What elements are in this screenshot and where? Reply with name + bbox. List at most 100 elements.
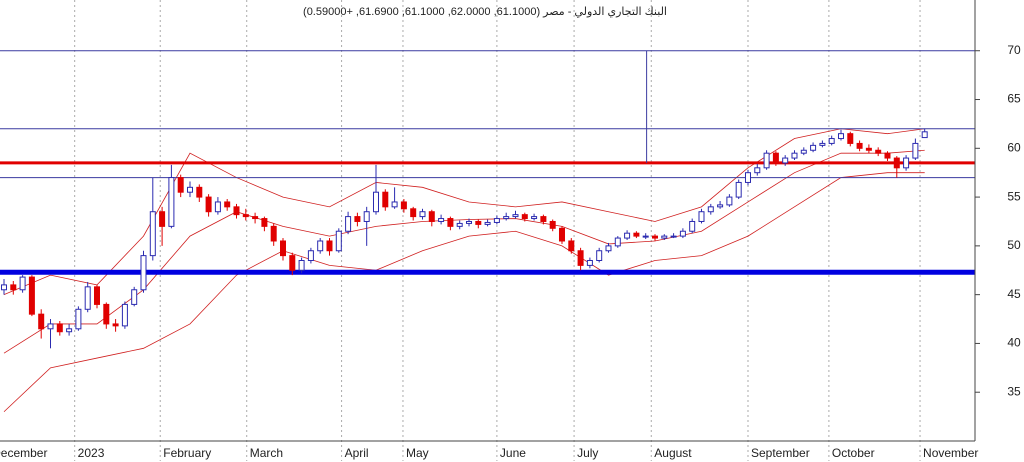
candle-body (438, 218, 445, 222)
candle-body (400, 201, 407, 210)
candle-body (168, 177, 175, 227)
candle-body (289, 255, 296, 271)
candle-body (810, 144, 817, 151)
y-tick-label: 50 (1007, 238, 1021, 252)
candle-body (233, 206, 240, 216)
candle-body (56, 323, 63, 333)
x-tick-label: February (163, 446, 211, 460)
candle-body (75, 308, 82, 330)
candle-body (410, 208, 417, 218)
y-tick-label: 60 (1007, 140, 1021, 154)
x-tick-label: August (654, 446, 692, 460)
x-tick-label: 2023 (78, 446, 105, 460)
candle-body (335, 230, 342, 252)
candle-body (772, 152, 779, 164)
candle-body (279, 240, 286, 257)
x-tick-label: December (0, 446, 47, 460)
candle-body (363, 211, 370, 222)
candle-body (726, 196, 733, 206)
x-tick-label: July (577, 446, 598, 460)
candle-body (549, 220, 556, 229)
candle-body (884, 152, 891, 159)
candle-body (252, 216, 259, 220)
candle-body (921, 131, 928, 139)
candle-body (577, 250, 584, 266)
candle-body (651, 235, 658, 239)
candle-body (214, 201, 221, 213)
x-tick-label: May (406, 446, 429, 460)
candle-body (503, 216, 510, 220)
y-tick-label: 65 (1007, 92, 1021, 106)
candle-body (465, 220, 472, 224)
candle-body (391, 201, 398, 208)
candle-body (912, 142, 919, 159)
candle-body (372, 191, 379, 213)
candle-body (121, 303, 128, 327)
candle-body (605, 245, 612, 252)
candle-body (428, 211, 435, 222)
candle-body (568, 240, 575, 252)
candle-body (819, 142, 826, 146)
candle-body (875, 149, 882, 154)
x-tick-label: March (250, 446, 283, 460)
candle-body (903, 157, 910, 169)
candle-body (307, 250, 314, 262)
candle-body (707, 206, 714, 213)
candle-body (419, 211, 426, 218)
candle-body (298, 260, 305, 271)
candle-body (66, 328, 73, 333)
candle-body (93, 286, 100, 305)
candle-body (131, 289, 138, 305)
candle-body (828, 138, 835, 144)
x-tick-label: April (345, 446, 369, 460)
candle-body (205, 196, 212, 213)
candle-body (540, 216, 547, 222)
y-tick-label: 35 (1007, 384, 1021, 398)
candle-body (382, 191, 389, 208)
candle-body (112, 323, 119, 327)
candle-body (10, 284, 17, 291)
candle-body (521, 214, 528, 220)
candle-body (196, 186, 203, 198)
y-tick-label: 40 (1007, 336, 1021, 350)
candle-body (261, 218, 268, 227)
candle-body (624, 232, 631, 239)
candle-body (475, 220, 482, 225)
x-tick-label: October (832, 446, 875, 460)
candle-body (717, 204, 724, 208)
candle-body (447, 218, 454, 227)
candle-body (0, 284, 7, 291)
candle-body (47, 323, 54, 330)
candle-body (754, 167, 761, 174)
candle-body (38, 313, 45, 330)
candle-body (586, 260, 593, 266)
candle-body (317, 240, 324, 252)
candle-body (159, 211, 166, 227)
candle-body (679, 230, 686, 237)
candle-body (484, 221, 491, 225)
x-tick-label: September (751, 446, 810, 460)
candle-body (661, 235, 668, 239)
candle-body (558, 227, 565, 242)
bollinger-band (3, 128, 925, 296)
candle-body (270, 225, 277, 242)
x-tick-label: June (500, 446, 526, 460)
candle-body (763, 152, 770, 169)
candle-body (224, 201, 231, 208)
candle-body (493, 218, 500, 223)
candle-body (837, 133, 844, 140)
candle-body (782, 157, 789, 164)
y-tick-label: 55 (1007, 189, 1021, 203)
x-tick-label: November (923, 446, 978, 460)
candle-body (633, 232, 640, 237)
candle-body (149, 211, 156, 257)
plot-area (0, 0, 975, 461)
candle-body (177, 177, 184, 193)
candle-body (326, 240, 333, 252)
candle-body (103, 303, 110, 325)
candle-body (689, 220, 696, 232)
candle-body (531, 216, 538, 220)
candle-body (698, 211, 705, 222)
